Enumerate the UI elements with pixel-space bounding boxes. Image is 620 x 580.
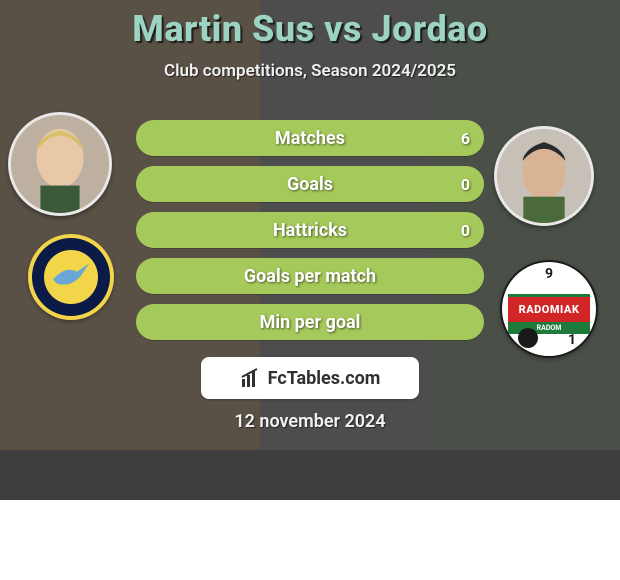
player-left-avatar: [8, 112, 112, 216]
player-right-club-badge: 9 RADOMIAK RADOM 1: [500, 260, 598, 358]
bars-icon: [240, 367, 262, 389]
club-right-top-text: 9: [502, 266, 596, 282]
stats-bars: Matches6 Goals0 Hattricks0 Goals per match M…: [136, 120, 484, 350]
stat-row: Min per goal: [136, 304, 484, 340]
fctables-badge[interactable]: FcTables.com: [201, 357, 419, 399]
player-left-club-badge: [28, 234, 114, 320]
stat-row: Goals per match: [136, 258, 484, 294]
club-right-ball-icon: [518, 328, 538, 348]
infographic-date: 12 november 2024: [0, 411, 620, 432]
stat-row: Matches6: [136, 120, 484, 156]
page-title: Martin Sus vs Jordao: [0, 8, 620, 50]
stat-row: Goals0: [136, 166, 484, 202]
subtitle: Club competitions, Season 2024/2025: [0, 61, 620, 81]
stat-row: Hattricks0: [136, 212, 484, 248]
player-right-avatar: [494, 126, 594, 226]
fctables-label: FcTables.com: [268, 368, 381, 389]
club-right-main-text: RADOMIAK: [508, 294, 590, 322]
club-right-right-text: 1: [568, 332, 576, 348]
